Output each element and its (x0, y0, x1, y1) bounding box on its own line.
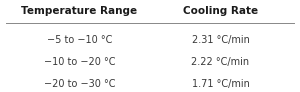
Text: 2.22 °C/min: 2.22 °C/min (191, 57, 250, 67)
Text: −10 to −20 °C: −10 to −20 °C (44, 57, 115, 67)
Text: Cooling Rate: Cooling Rate (183, 6, 258, 16)
Text: −5 to −10 °C: −5 to −10 °C (47, 35, 112, 45)
Text: −20 to −30 °C: −20 to −30 °C (44, 79, 115, 89)
Text: Temperature Range: Temperature Range (21, 6, 138, 16)
Text: 1.71 °C/min: 1.71 °C/min (192, 79, 249, 89)
Text: 2.31 °C/min: 2.31 °C/min (192, 35, 249, 45)
